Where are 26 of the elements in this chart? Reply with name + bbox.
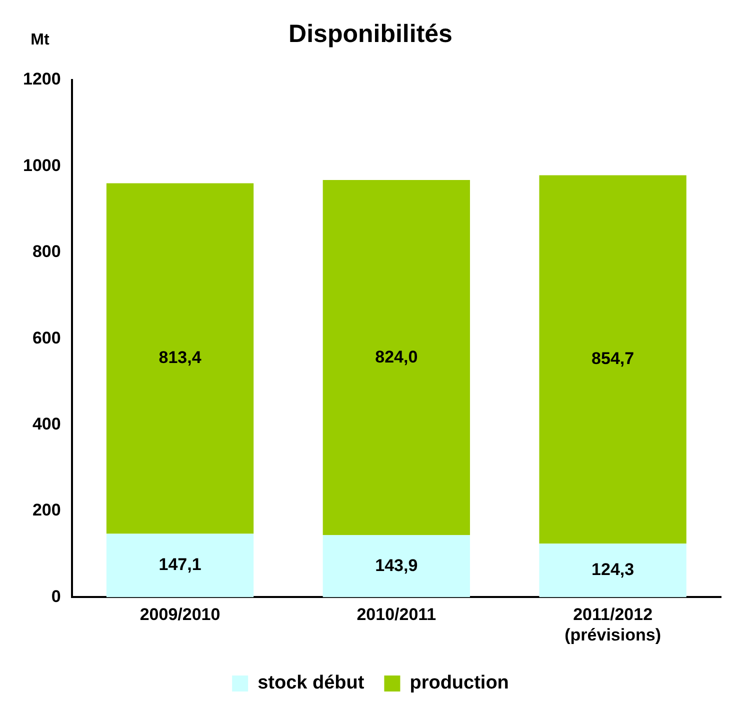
legend-label: stock début [258,672,365,694]
y-tick-label: 200 [32,500,61,520]
data-label: 824,0 [375,347,418,366]
y-tick-label: 800 [32,242,61,262]
data-label: 854,7 [592,349,634,368]
bar [539,175,686,544]
data-label: 813,4 [158,348,202,368]
bar [539,544,686,598]
y-tick-label: 1000 [22,156,61,175]
x-tick-label: 2009/2010 [140,605,220,624]
bar [106,183,254,534]
bar [322,180,470,536]
chart-title: Disponibilités [288,20,452,48]
bar [322,535,470,598]
x-tick-label: 2011/2012 (prévisions) [564,605,661,644]
legend-label: production [410,672,509,694]
y-tick-label: 1200 [22,70,61,89]
data-label: 124,3 [592,560,634,580]
x-tick-label: 2010/2011 [356,605,436,624]
data-label: 147,1 [158,555,202,574]
bar [106,534,254,598]
y-axis-title: Mt [30,31,50,48]
y-tick-label: 400 [32,414,61,434]
y-tick-label: 0 [51,586,61,606]
y-tick-label: 600 [32,328,61,348]
data-label: 143,9 [375,556,418,575]
